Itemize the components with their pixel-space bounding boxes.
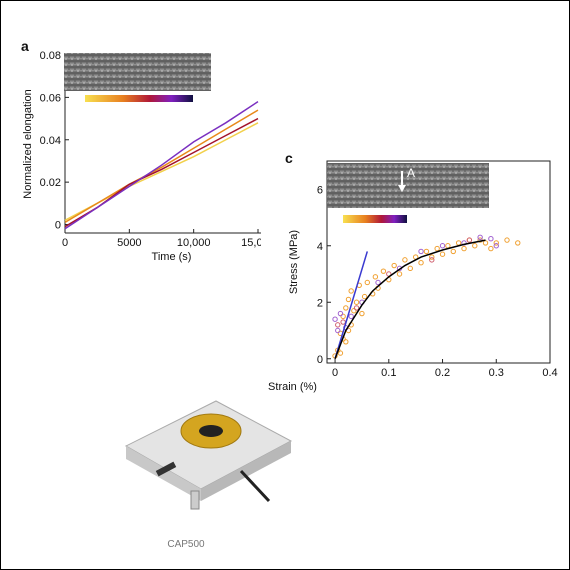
- panel-label: a: [21, 38, 29, 54]
- x-tick-label: 10,000: [177, 237, 211, 249]
- scatter-point: [407, 265, 413, 272]
- scatter-point: [466, 237, 473, 243]
- x-tick-label: 0: [332, 367, 338, 379]
- x-tick-label: 0.1: [381, 367, 396, 379]
- scatter-point: [372, 274, 379, 280]
- x-tick-label: 5000: [117, 237, 141, 249]
- scatter-point: [477, 234, 483, 240]
- y-tick-label: 0.04: [40, 135, 61, 147]
- scatter-point: [423, 248, 430, 255]
- chart: a 0 5000 10,000 15,000 0 0.02 0.04 0.06 0.08 Time …: [21, 38, 275, 263]
- scatter-point: [472, 243, 478, 249]
- scatter-point: [340, 313, 346, 320]
- scatter-point: [332, 316, 338, 322]
- scatter-point: [450, 248, 456, 255]
- scatter-point: [343, 305, 349, 311]
- scatter-point: [337, 350, 344, 356]
- scatter-point: [493, 243, 499, 249]
- data-line: [64, 100, 259, 230]
- scatter-point: [482, 240, 489, 246]
- x-tick-label: 0.4: [542, 367, 557, 379]
- scatter-point: [353, 299, 360, 305]
- scatter-point: [348, 288, 354, 294]
- scatter-point: [445, 243, 451, 249]
- y-tick-label: 0: [317, 354, 323, 366]
- plot-frame: [326, 160, 551, 364]
- scatter-point: [488, 245, 494, 252]
- x-axis-label: Strain (%): [268, 381, 317, 393]
- data-line: [64, 109, 259, 224]
- scatter-point: [359, 310, 365, 317]
- colorbar: [343, 215, 407, 223]
- scatter-point: [391, 262, 397, 269]
- scatter-point: [515, 240, 521, 246]
- y-tick-label: 0.08: [40, 50, 61, 62]
- x-tick-label: 15,000: [241, 237, 275, 249]
- y-tick-label: 0.02: [40, 177, 61, 189]
- device-photo: [124, 400, 293, 510]
- x-tick-label: 0.3: [489, 367, 504, 379]
- scatter-point: [439, 243, 446, 249]
- y-tick-label: 0.06: [40, 92, 61, 104]
- scatter-point: [488, 235, 494, 242]
- chart: c 0 0.1 0.2 0.3 0.4 0 2 4 6 Strain (%) Stress (MPa): [268, 150, 558, 393]
- scatter-point: [348, 313, 354, 320]
- scatter-point: [455, 240, 462, 246]
- x-tick-label: 0: [62, 237, 68, 249]
- scatter-point: [335, 327, 341, 334]
- scatter-point: [375, 279, 381, 286]
- scatter-point: [343, 339, 349, 345]
- y-tick-label: 0: [55, 220, 61, 232]
- scatter-point: [461, 240, 467, 246]
- scatter-point: [429, 254, 435, 260]
- scatter-point: [340, 319, 346, 325]
- scatter-point: [461, 245, 467, 252]
- device-caption: CAP500: [167, 539, 205, 550]
- x-tick-label: 0.2: [435, 367, 450, 379]
- x-axis-label: Time (s): [152, 251, 192, 263]
- scatter-point: [402, 257, 408, 263]
- annotation: A: [407, 166, 415, 180]
- y-tick-label: 4: [317, 241, 323, 253]
- scatter-point: [504, 237, 510, 243]
- arrow-head: [398, 185, 406, 192]
- y-tick-label: 2: [317, 297, 323, 309]
- y-tick-label: 6: [317, 184, 323, 196]
- scatter-point: [396, 271, 403, 277]
- data-line: [334, 251, 369, 359]
- inset-photo: [64, 53, 211, 91]
- inset-photo: [327, 163, 489, 208]
- scatter-point: [439, 251, 446, 257]
- scatter-point: [361, 293, 368, 300]
- scatter-point: [418, 260, 424, 266]
- y-axis-label: Normalized elongation: [22, 89, 34, 198]
- scatter-point: [493, 240, 499, 246]
- colorbar: [85, 95, 193, 102]
- scatter-point: [345, 296, 352, 303]
- scatter-point: [337, 310, 344, 317]
- data-line: [334, 239, 486, 360]
- scatter-point: [434, 245, 440, 252]
- y-axis-label: Stress (MPa): [288, 230, 300, 294]
- scatter-point: [353, 305, 360, 311]
- panel-label: c: [285, 150, 293, 166]
- scatter-point: [429, 257, 435, 263]
- scatter-point: [335, 322, 341, 328]
- scatter-point: [364, 279, 371, 286]
- scatter-point: [418, 248, 424, 255]
- scatter-point: [351, 308, 357, 314]
- scatter-point: [380, 268, 387, 274]
